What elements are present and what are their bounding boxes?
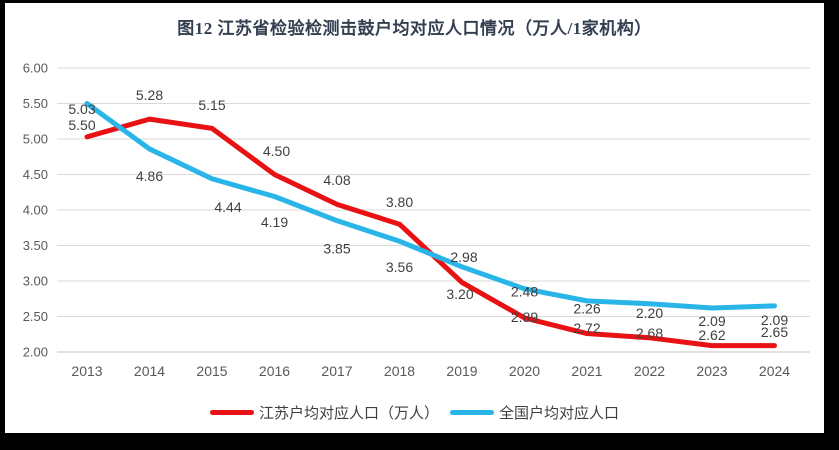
y-axis-tick-label: 6.00 [23,61,48,76]
data-label: 4.50 [263,143,290,159]
data-label: 4.19 [261,214,288,230]
legend-label-national: 全国户均对应人口 [499,404,620,422]
y-axis-tick-label: 3.50 [23,238,48,253]
legend-line-swatch-red [209,409,254,415]
data-label: 2.09 [761,312,788,328]
x-axis-tick-label: 2017 [321,363,352,379]
x-axis-tick-label: 2019 [446,363,477,379]
data-label: 2.89 [511,309,538,325]
data-label: 2.48 [511,284,538,300]
data-label: 4.86 [136,168,163,184]
data-label: 4.44 [214,199,241,215]
y-axis-tick-label: 5.00 [23,132,48,147]
data-label: 3.56 [386,259,413,275]
legend-item-jiangsu: 江苏户均对应人口（万人） [209,402,439,423]
data-label: 3.85 [323,240,350,256]
y-axis-tick-label: 2.50 [23,309,48,324]
x-axis-tick-label: 2022 [634,363,665,379]
x-axis-tick-label: 2015 [196,363,227,379]
series-line-national [84,101,777,311]
y-axis-tick-label: 3.00 [23,274,48,289]
data-label: 2.68 [636,325,663,341]
x-axis-tick-label: 2016 [259,363,290,379]
x-axis-tick-label: 2021 [571,363,602,379]
data-label: 5.28 [136,87,163,103]
y-axis-tick-label: 4.50 [23,167,48,182]
x-axis-tick-label: 2024 [759,363,790,379]
data-label: 4.08 [323,172,350,188]
y-axis-tick-label: 2.00 [23,345,48,360]
data-label: 5.50 [68,117,95,133]
data-label: 3.20 [446,286,473,302]
data-label: 2.20 [636,305,663,321]
x-axis-tick-label: 2023 [696,363,727,379]
x-axis-tick-label: 2014 [134,363,165,379]
legend-item-national: 全国户均对应人口 [450,402,619,423]
data-label: 5.15 [198,97,225,113]
data-label: 2.26 [573,301,600,317]
data-label: 3.80 [386,194,413,210]
data-label: 2.62 [698,327,725,343]
data-label: 2.65 [761,324,788,340]
chart-card [5,3,824,433]
data-label: 2.98 [450,249,477,265]
chart-title: 图12 江苏省检验检测击鼓户均对应人口情况（万人/1家机构） [177,19,652,38]
data-label: 2.09 [698,313,725,329]
legend-line-swatch-blue [450,409,494,415]
x-axis-tick-label: 2013 [71,363,102,379]
data-label: 5.03 [68,101,95,117]
y-axis-tick-label: 5.50 [23,96,48,111]
x-axis-tick-label: 2018 [384,363,415,379]
y-axis-tick-label: 4.00 [23,203,48,218]
series-line-jiangsu [84,116,777,349]
data-label: 2.72 [573,320,600,336]
chart-legend: 江苏户均对应人口（万人） 全国户均对应人口 [5,399,824,425]
x-axis-tick-label: 2020 [509,363,540,379]
legend-label-jiangsu: 江苏户均对应人口（万人） [258,404,439,422]
